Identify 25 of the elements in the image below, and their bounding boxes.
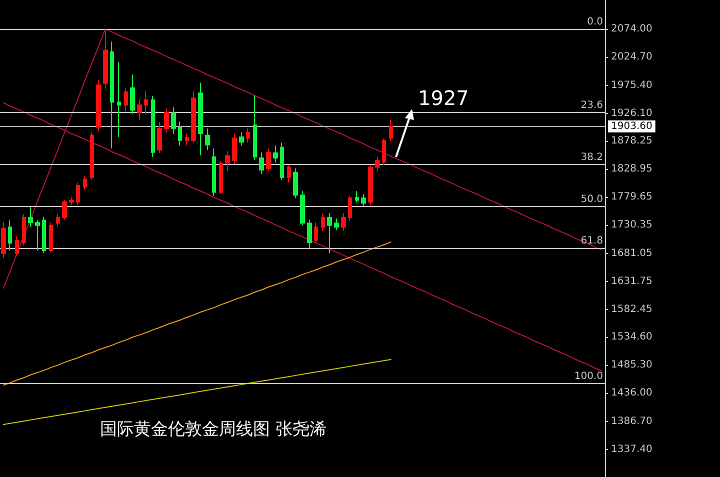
y-tick-label: 1681.05 [611,248,652,259]
annotation: 0.0 [587,16,603,28]
y-tick-label: 1878.25 [611,135,652,146]
y-tick-label: 1779.65 [611,192,652,203]
y-tick-label: 1828.95 [611,163,652,174]
text: 国际黄金伦敦金周线图 张尧浠 [100,420,326,440]
annotation: 50.0 [580,194,603,205]
y-tick-label: 1926.10 [611,108,652,119]
y-tick-label: 2024.70 [611,52,652,63]
y-tick-label: 1582.45 [611,304,652,316]
annotation: 38.2 [580,152,603,163]
y-tick-label: 1386.70 [611,416,652,427]
annotation: 100.0 [574,370,603,382]
y-tick-label: 1337.40 [611,444,652,455]
y-tick-label: 2074.00 [611,24,652,35]
y-tick-label: 1975.40 [611,80,652,91]
y-tick-label: 1485.30 [611,359,652,370]
ref-line-label: 1903.60 [611,120,652,132]
annotation: 23.6 [580,100,603,112]
y-tick-label: 1436.00 [611,388,652,399]
annotation: 1927 [418,86,469,110]
y-tick-label: 1534.60 [611,331,652,342]
annotation: 61.8 [580,236,603,247]
y-tick-label: 1730.35 [611,220,652,231]
y-tick-label: 1631.75 [611,276,652,287]
